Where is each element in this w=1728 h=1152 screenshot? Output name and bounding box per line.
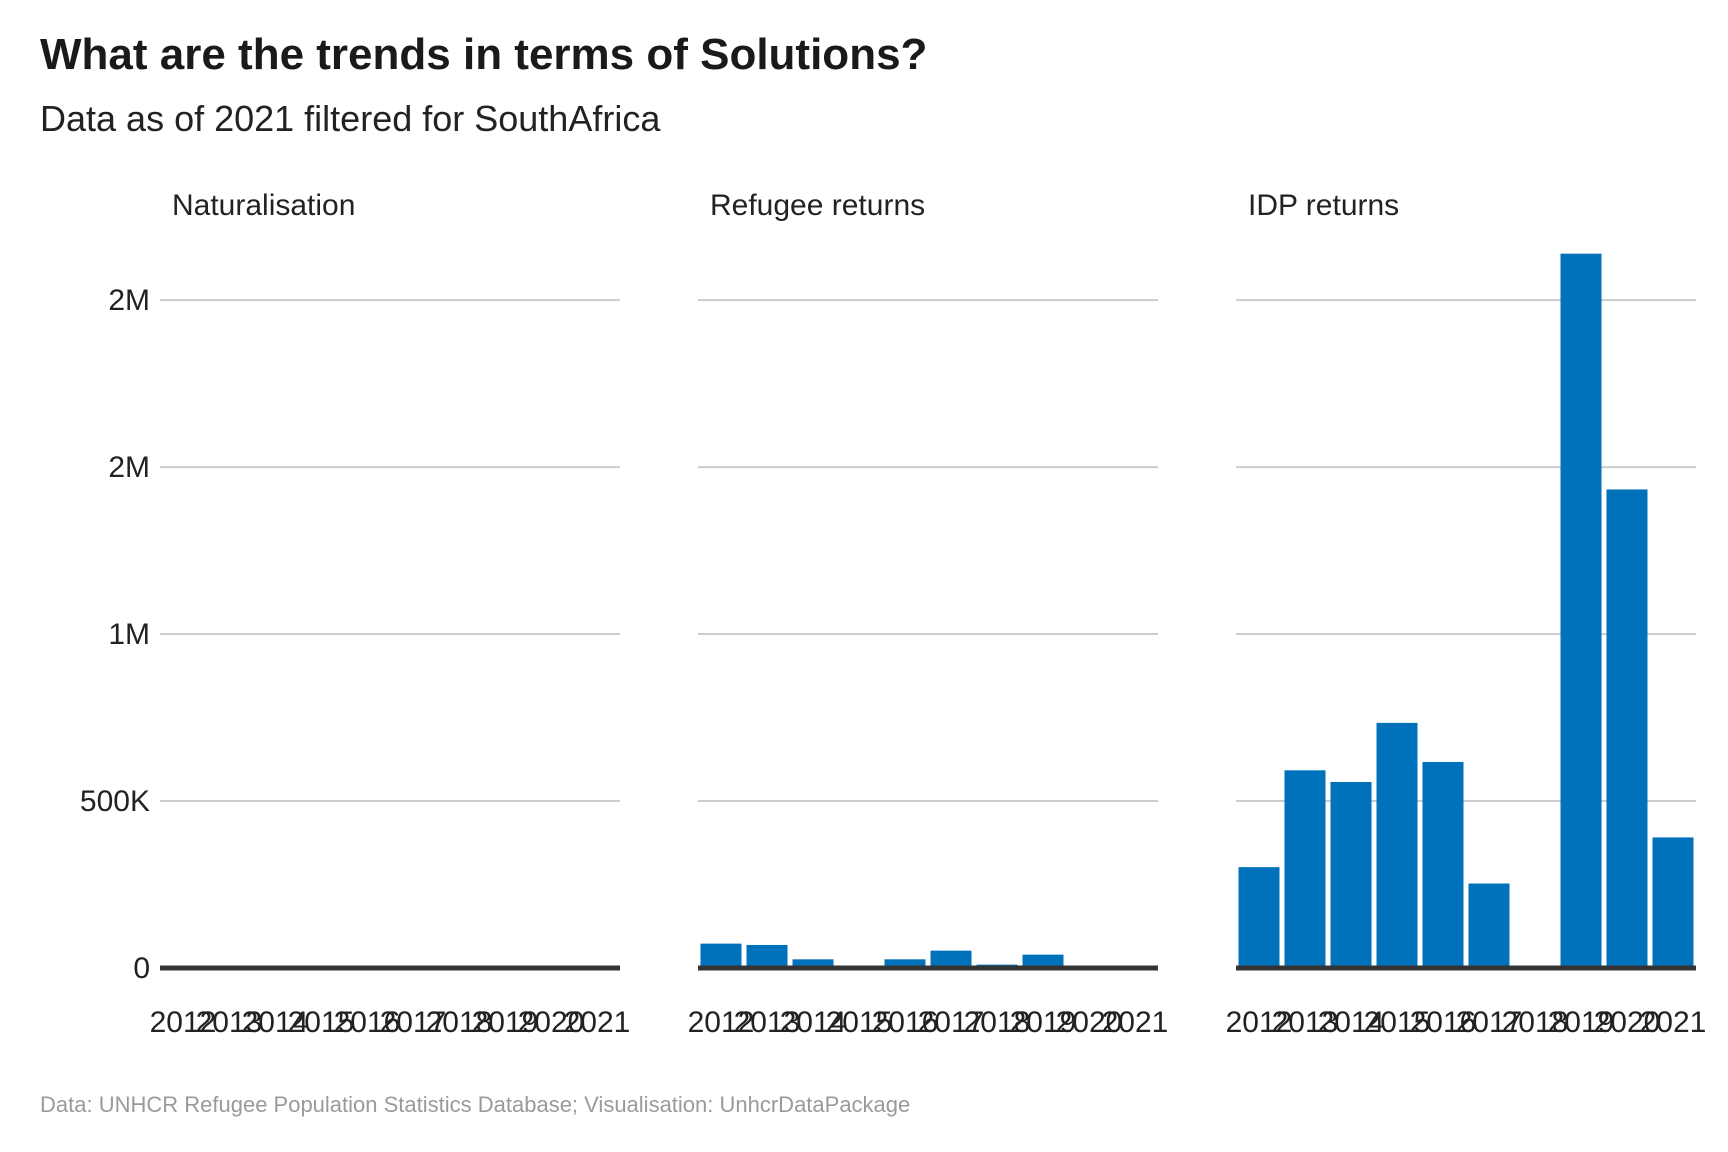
- x-tick-label: 2016: [1410, 1006, 1477, 1039]
- y-tick-label: 1M: [108, 618, 150, 651]
- x-tick-label: 2014: [1318, 1006, 1385, 1039]
- bar: [1652, 837, 1694, 968]
- x-tick-label: 2020: [1056, 1006, 1123, 1039]
- x-tick-label: 2012: [1226, 1006, 1293, 1039]
- bar: [1376, 722, 1418, 968]
- x-tick-label: 2017: [1456, 1006, 1523, 1039]
- x-tick-label: 2018: [426, 1006, 493, 1039]
- x-tick-label: 2013: [1272, 1006, 1339, 1039]
- x-tick-label: 2014: [780, 1006, 847, 1039]
- x-tick-label: 2013: [196, 1006, 263, 1039]
- x-tick-label: 2015: [1364, 1006, 1431, 1039]
- source-caption: Data: UNHCR Refugee Population Statistic…: [40, 1092, 911, 1117]
- x-tick-label: 2015: [826, 1006, 893, 1039]
- x-tick-label: 2018: [1502, 1006, 1569, 1039]
- x-tick-label: 2020: [518, 1006, 585, 1039]
- y-tick-label: 500K: [80, 785, 150, 818]
- bar: [1238, 867, 1280, 968]
- y-tick-label: 0: [133, 952, 150, 985]
- x-tick-label: 2018: [964, 1006, 1031, 1039]
- facet-title: Naturalisation: [172, 189, 355, 222]
- x-tick-label: 2021: [1102, 1006, 1169, 1039]
- bar: [792, 959, 834, 968]
- facet-title: IDP returns: [1248, 189, 1399, 222]
- x-tick-label: 2020: [1594, 1006, 1661, 1039]
- x-tick-label: 2015: [288, 1006, 355, 1039]
- bar: [1330, 781, 1372, 968]
- y-tick-label: 2M: [108, 284, 150, 317]
- bar: [700, 943, 742, 968]
- x-tick-label: 2021: [564, 1006, 631, 1039]
- x-tick-label: 2013: [734, 1006, 801, 1039]
- chart-subtitle: Data as of 2021 filtered for SouthAfrica: [40, 98, 661, 139]
- bar: [1606, 489, 1648, 968]
- bar: [746, 944, 788, 968]
- x-tick-label: 2021: [1640, 1006, 1707, 1039]
- x-tick-label: 2017: [918, 1006, 985, 1039]
- x-tick-label: 2019: [1010, 1006, 1077, 1039]
- chart-title: What are the trends in terms of Solution…: [40, 30, 928, 79]
- x-tick-label: 2012: [688, 1006, 755, 1039]
- x-tick-label: 2017: [380, 1006, 447, 1039]
- y-tick-label: 2M: [108, 451, 150, 484]
- bar: [1022, 954, 1064, 968]
- bar: [1560, 253, 1602, 969]
- x-tick-label: 2016: [334, 1006, 401, 1039]
- x-tick-label: 2016: [872, 1006, 939, 1039]
- bar: [930, 950, 972, 968]
- x-tick-label: 2014: [242, 1006, 309, 1039]
- bar: [884, 959, 926, 968]
- x-tick-label: 2019: [1548, 1006, 1615, 1039]
- bar: [1422, 761, 1464, 968]
- x-tick-label: 2012: [150, 1006, 217, 1039]
- x-tick-label: 2019: [472, 1006, 539, 1039]
- facet-title: Refugee returns: [710, 189, 925, 222]
- bar: [1284, 770, 1326, 968]
- bar: [1468, 883, 1510, 968]
